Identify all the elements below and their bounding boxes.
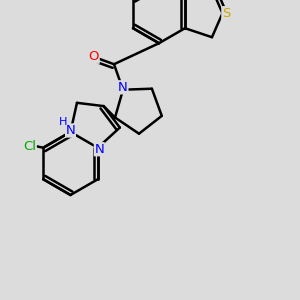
- Text: N: N: [118, 81, 128, 94]
- Text: S: S: [222, 7, 230, 20]
- Text: O: O: [88, 50, 99, 63]
- Text: H: H: [59, 116, 67, 127]
- Text: N: N: [94, 143, 104, 156]
- Text: Cl: Cl: [23, 140, 36, 153]
- Text: N: N: [66, 124, 75, 137]
